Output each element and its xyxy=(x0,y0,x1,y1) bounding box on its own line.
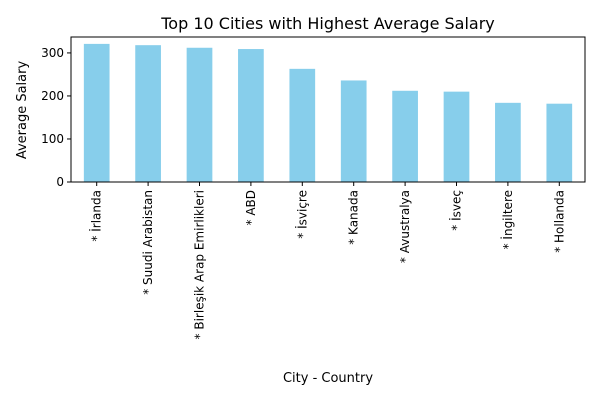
x-tick-label: * Birleşik Arap Emirlikleri xyxy=(193,190,207,339)
y-axis: 0 100 200 300 xyxy=(41,46,71,189)
x-axis-title: City - Country xyxy=(283,371,373,386)
x-tick-label: * İsviçre xyxy=(294,190,309,239)
x-tick-label: * İrlanda xyxy=(89,190,104,242)
bar xyxy=(443,91,470,182)
x-tick-label: * Suudi Arabistan xyxy=(141,190,155,295)
bars-group xyxy=(83,43,573,182)
y-tick-label: 200 xyxy=(41,89,64,103)
x-tick-label: * Kanada xyxy=(347,190,361,245)
y-tick-label: 0 xyxy=(56,175,64,189)
x-tick-label: * Hollanda xyxy=(552,190,566,253)
y-tick-label: 100 xyxy=(41,132,64,146)
bar xyxy=(83,43,110,182)
x-tick-label: * Avustralya xyxy=(398,190,412,263)
x-tick-label: * ABD xyxy=(244,190,258,226)
bar xyxy=(546,103,573,182)
plot-frame xyxy=(70,36,586,183)
bar xyxy=(135,45,161,182)
x-tick-label: * İngiltere xyxy=(500,190,515,249)
x-axis: * İrlanda * Suudi Arabistan * Birleşik Ara… xyxy=(89,182,566,339)
chart-title: Top 10 Cities with Highest Average Salar… xyxy=(160,14,495,33)
bar xyxy=(392,90,418,182)
bar xyxy=(238,49,264,182)
y-axis-title: Average Salary xyxy=(15,61,30,160)
bar xyxy=(340,80,367,182)
bar xyxy=(289,68,316,182)
y-tick-label: 300 xyxy=(41,46,64,60)
x-tick-label: * İsveç xyxy=(449,190,464,231)
bar xyxy=(495,102,521,182)
bar xyxy=(186,47,213,182)
